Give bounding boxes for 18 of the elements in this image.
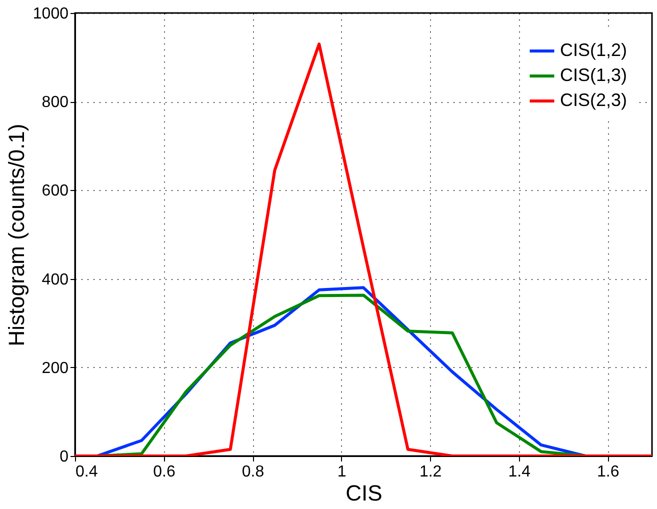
legend-label: CIS(1,3) xyxy=(560,65,628,85)
x-tick-label: 0.6 xyxy=(153,464,176,480)
y-tick-label: 600 xyxy=(42,182,69,200)
y-tick-label: 400 xyxy=(42,271,69,288)
legend-label: CIS(1,2) xyxy=(560,40,628,60)
x-tick-label: 1 xyxy=(337,464,346,480)
x-tick-label: 0.4 xyxy=(76,464,98,480)
y-tick-label: 1000 xyxy=(32,6,69,22)
y-tick-label: 200 xyxy=(42,360,69,377)
y-axis-title: Histogram (counts/0.1) xyxy=(4,124,29,346)
x-tick-label: 1.4 xyxy=(508,464,531,480)
legend-label: CIS(2,3) xyxy=(560,90,628,110)
x-tick-label: 0.8 xyxy=(242,464,264,480)
x-tick-label: 1.2 xyxy=(419,464,442,480)
y-tick-label: 800 xyxy=(42,94,69,112)
x-tick-label: 1.6 xyxy=(596,464,620,480)
y-tick-label: 0 xyxy=(60,448,69,466)
x-axis-title: CIS xyxy=(346,480,382,506)
